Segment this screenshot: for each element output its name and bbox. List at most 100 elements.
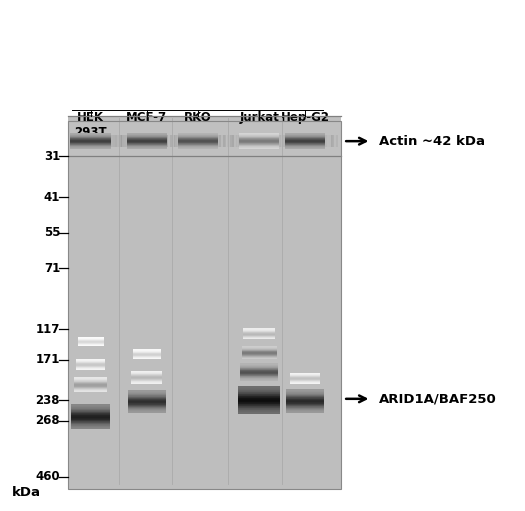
FancyBboxPatch shape (240, 373, 278, 374)
FancyBboxPatch shape (285, 147, 325, 148)
FancyBboxPatch shape (285, 142, 325, 143)
FancyBboxPatch shape (256, 135, 259, 147)
FancyBboxPatch shape (74, 379, 107, 380)
FancyBboxPatch shape (239, 141, 279, 142)
FancyBboxPatch shape (78, 340, 103, 341)
FancyBboxPatch shape (238, 393, 280, 394)
FancyBboxPatch shape (244, 337, 275, 338)
FancyBboxPatch shape (244, 334, 275, 335)
FancyBboxPatch shape (128, 411, 166, 412)
FancyBboxPatch shape (74, 385, 107, 386)
FancyBboxPatch shape (178, 136, 218, 137)
FancyBboxPatch shape (210, 135, 212, 147)
FancyBboxPatch shape (78, 341, 103, 342)
FancyBboxPatch shape (238, 391, 280, 392)
FancyBboxPatch shape (290, 380, 320, 381)
FancyBboxPatch shape (74, 379, 107, 381)
FancyBboxPatch shape (201, 135, 204, 147)
FancyBboxPatch shape (74, 383, 107, 384)
FancyBboxPatch shape (139, 135, 142, 147)
FancyBboxPatch shape (239, 133, 279, 134)
FancyBboxPatch shape (286, 411, 324, 412)
FancyBboxPatch shape (133, 356, 161, 357)
FancyBboxPatch shape (234, 135, 237, 147)
FancyBboxPatch shape (178, 138, 218, 140)
FancyBboxPatch shape (84, 135, 87, 147)
FancyBboxPatch shape (290, 382, 320, 383)
FancyBboxPatch shape (127, 141, 167, 142)
FancyBboxPatch shape (240, 373, 278, 374)
FancyBboxPatch shape (128, 402, 166, 403)
FancyBboxPatch shape (285, 133, 325, 135)
FancyBboxPatch shape (239, 134, 279, 135)
FancyBboxPatch shape (76, 361, 106, 362)
FancyBboxPatch shape (78, 339, 103, 340)
FancyBboxPatch shape (127, 137, 167, 138)
FancyBboxPatch shape (290, 374, 320, 375)
FancyBboxPatch shape (285, 141, 325, 142)
FancyBboxPatch shape (131, 371, 162, 373)
FancyBboxPatch shape (74, 382, 107, 383)
FancyBboxPatch shape (128, 392, 166, 393)
FancyBboxPatch shape (74, 384, 107, 385)
FancyBboxPatch shape (74, 384, 107, 385)
FancyBboxPatch shape (90, 135, 93, 147)
FancyBboxPatch shape (131, 381, 162, 382)
FancyBboxPatch shape (178, 134, 218, 135)
FancyBboxPatch shape (187, 135, 190, 147)
FancyBboxPatch shape (238, 394, 280, 396)
FancyBboxPatch shape (238, 411, 280, 413)
FancyBboxPatch shape (128, 398, 166, 399)
FancyBboxPatch shape (183, 135, 186, 147)
FancyBboxPatch shape (70, 144, 111, 145)
FancyBboxPatch shape (285, 141, 325, 142)
FancyBboxPatch shape (244, 329, 275, 330)
FancyBboxPatch shape (133, 352, 161, 353)
FancyBboxPatch shape (78, 340, 103, 341)
FancyBboxPatch shape (242, 348, 277, 349)
FancyBboxPatch shape (249, 135, 252, 147)
FancyBboxPatch shape (178, 142, 218, 143)
FancyBboxPatch shape (242, 356, 277, 357)
FancyBboxPatch shape (78, 344, 103, 345)
FancyBboxPatch shape (70, 134, 111, 135)
FancyBboxPatch shape (286, 391, 324, 392)
FancyBboxPatch shape (242, 347, 277, 349)
FancyBboxPatch shape (71, 427, 110, 429)
FancyBboxPatch shape (286, 393, 324, 394)
FancyBboxPatch shape (313, 135, 316, 147)
FancyBboxPatch shape (76, 365, 106, 366)
FancyBboxPatch shape (285, 143, 325, 144)
FancyBboxPatch shape (76, 361, 106, 362)
FancyBboxPatch shape (127, 144, 167, 145)
FancyBboxPatch shape (76, 361, 106, 362)
FancyBboxPatch shape (127, 145, 167, 147)
FancyBboxPatch shape (178, 137, 218, 138)
FancyBboxPatch shape (333, 135, 336, 147)
FancyBboxPatch shape (244, 337, 275, 338)
FancyBboxPatch shape (232, 135, 234, 147)
FancyBboxPatch shape (286, 400, 324, 401)
Text: kDa: kDa (12, 486, 40, 499)
FancyBboxPatch shape (131, 377, 162, 378)
FancyBboxPatch shape (285, 133, 325, 134)
FancyBboxPatch shape (242, 358, 277, 359)
Text: 171: 171 (36, 353, 60, 366)
FancyBboxPatch shape (128, 390, 166, 392)
FancyBboxPatch shape (244, 335, 275, 336)
FancyBboxPatch shape (238, 396, 280, 397)
FancyBboxPatch shape (76, 367, 106, 368)
FancyBboxPatch shape (221, 135, 223, 147)
FancyBboxPatch shape (79, 135, 82, 147)
FancyBboxPatch shape (244, 338, 275, 339)
FancyBboxPatch shape (178, 142, 218, 143)
FancyBboxPatch shape (128, 403, 166, 405)
FancyBboxPatch shape (127, 139, 167, 141)
FancyBboxPatch shape (296, 135, 298, 147)
FancyBboxPatch shape (74, 378, 107, 379)
FancyBboxPatch shape (244, 331, 275, 332)
FancyBboxPatch shape (76, 364, 106, 365)
FancyBboxPatch shape (290, 383, 320, 384)
FancyBboxPatch shape (76, 365, 106, 366)
FancyBboxPatch shape (240, 374, 278, 375)
